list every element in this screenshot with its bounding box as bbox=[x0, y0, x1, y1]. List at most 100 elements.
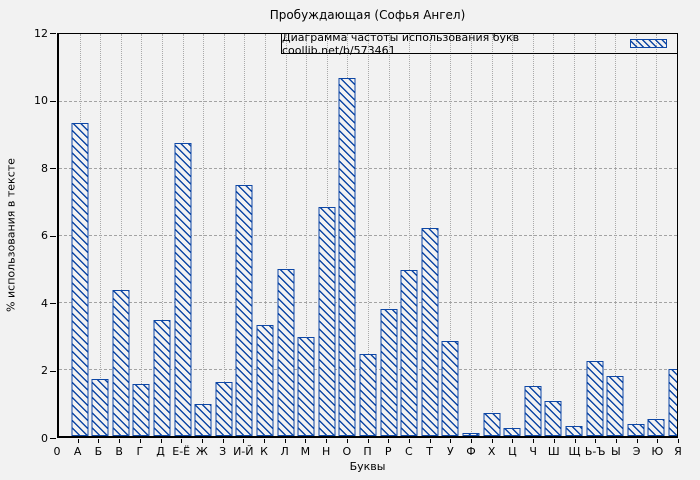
x-tick-mark bbox=[201, 439, 203, 443]
x-tick-mark bbox=[139, 439, 141, 443]
v-gridline bbox=[285, 34, 287, 436]
y-tick-label: 8 bbox=[41, 161, 48, 175]
x-tick-mark bbox=[657, 439, 659, 443]
v-gridline bbox=[656, 34, 658, 436]
v-gridline bbox=[594, 34, 596, 436]
x-tick-mark bbox=[326, 439, 328, 443]
bar-С bbox=[400, 270, 418, 436]
x-tick-label: Э bbox=[632, 445, 641, 458]
bar-У bbox=[441, 340, 459, 436]
x-tick-mark bbox=[284, 439, 286, 443]
v-gridline bbox=[162, 34, 163, 436]
chart-title: Пробуждающая (Софья Ангел) bbox=[269, 8, 466, 22]
x-tick-mark bbox=[429, 439, 431, 443]
v-gridline bbox=[388, 34, 390, 436]
v-gridline bbox=[409, 34, 411, 436]
y-tick-mark bbox=[50, 438, 56, 439]
bar-М bbox=[297, 337, 315, 436]
x-tick-label: Ф bbox=[466, 445, 476, 458]
x-tick-mark bbox=[222, 439, 224, 443]
x-tick-label: П bbox=[363, 445, 372, 458]
y-tick-label: 6 bbox=[41, 229, 48, 242]
x-tick-mark bbox=[388, 439, 390, 443]
x-tick-label: У bbox=[446, 445, 454, 458]
x-tick-mark bbox=[678, 439, 679, 443]
bar-Т bbox=[421, 228, 439, 436]
plot-area: Диаграмма частоты использования букв coo… bbox=[57, 33, 678, 438]
y-tick-label: 0 bbox=[41, 431, 48, 445]
bar-Щ bbox=[565, 425, 583, 436]
x-tick-label: Ц bbox=[508, 445, 517, 458]
bar-П bbox=[359, 353, 377, 436]
x-tick-label: Б bbox=[94, 445, 103, 458]
x-tick-mark bbox=[160, 439, 162, 443]
x-tick-label: Щ bbox=[568, 445, 581, 458]
bar-Ю bbox=[647, 419, 665, 436]
v-gridline bbox=[512, 34, 514, 436]
x-tick-label: Т bbox=[426, 445, 433, 458]
x-tick-mark bbox=[367, 439, 369, 443]
v-gridline bbox=[553, 34, 555, 436]
x-tick-label: Л bbox=[280, 445, 289, 458]
bar-О bbox=[338, 77, 356, 436]
x-tick-label: О bbox=[342, 445, 352, 458]
bar-И-Й bbox=[235, 184, 253, 436]
y-tick-mark bbox=[50, 168, 56, 169]
x-tick-label: Ч bbox=[529, 445, 537, 458]
x-tick-label: З bbox=[219, 445, 227, 458]
x-tick-mark bbox=[305, 439, 307, 443]
x-tick-label: В bbox=[115, 445, 123, 458]
y-axis-label: % использования в тексте bbox=[4, 158, 18, 312]
bar-А bbox=[71, 122, 89, 436]
x-tick-mark bbox=[264, 439, 265, 443]
x-tick-mark bbox=[181, 439, 183, 443]
bar-Н bbox=[318, 206, 336, 436]
x-tick-label: Р bbox=[384, 445, 392, 458]
x-tick-label: С bbox=[405, 445, 413, 458]
y-tick-mark bbox=[50, 235, 56, 237]
y-tick-label: 12 bbox=[34, 26, 48, 40]
x-tick-mark bbox=[471, 439, 472, 443]
x-tick-label: Ш bbox=[547, 445, 560, 458]
v-gridline bbox=[677, 34, 678, 436]
v-gridline bbox=[141, 34, 143, 436]
v-gridline bbox=[368, 34, 369, 436]
bar-В bbox=[112, 290, 130, 436]
v-gridline bbox=[491, 34, 493, 436]
legend-swatch-icon bbox=[630, 39, 667, 48]
y-tick-mark bbox=[50, 303, 56, 304]
bar-Я bbox=[668, 369, 677, 436]
x-tick-label: Д bbox=[156, 445, 165, 458]
x-tick-mark bbox=[533, 439, 535, 443]
v-gridline bbox=[615, 34, 617, 436]
x-tick-label: Е-Ё bbox=[172, 445, 191, 458]
x-tick-mark bbox=[512, 439, 514, 443]
v-gridline bbox=[471, 34, 472, 436]
x-tick-label: Ж bbox=[195, 445, 208, 458]
x-tick-mark bbox=[450, 439, 452, 443]
x-tick-mark bbox=[408, 439, 410, 443]
y-tick-mark bbox=[50, 33, 56, 34]
bar-Э bbox=[627, 424, 645, 436]
y-tick-label: 2 bbox=[41, 364, 48, 377]
x-tick-label: К bbox=[260, 445, 268, 458]
v-gridline bbox=[100, 34, 102, 436]
v-gridline bbox=[450, 34, 452, 436]
y-tick-mark bbox=[50, 370, 56, 372]
bar-Ы bbox=[606, 375, 624, 436]
y-tick-label: 4 bbox=[41, 296, 48, 310]
v-gridline bbox=[574, 34, 575, 436]
v-gridline bbox=[120, 34, 122, 436]
x-tick-label: Х bbox=[487, 445, 496, 458]
x-tick-mark bbox=[119, 439, 121, 443]
x-tick-mark bbox=[553, 439, 555, 443]
x-axis-label: Буквы bbox=[349, 460, 386, 473]
bar-Г bbox=[132, 384, 150, 436]
x-tick-mark bbox=[595, 439, 597, 443]
v-gridline bbox=[203, 34, 205, 436]
x-tick-mark bbox=[615, 439, 617, 443]
bar-Б bbox=[91, 379, 109, 436]
bar-З bbox=[215, 382, 233, 436]
v-gridline bbox=[223, 34, 225, 436]
